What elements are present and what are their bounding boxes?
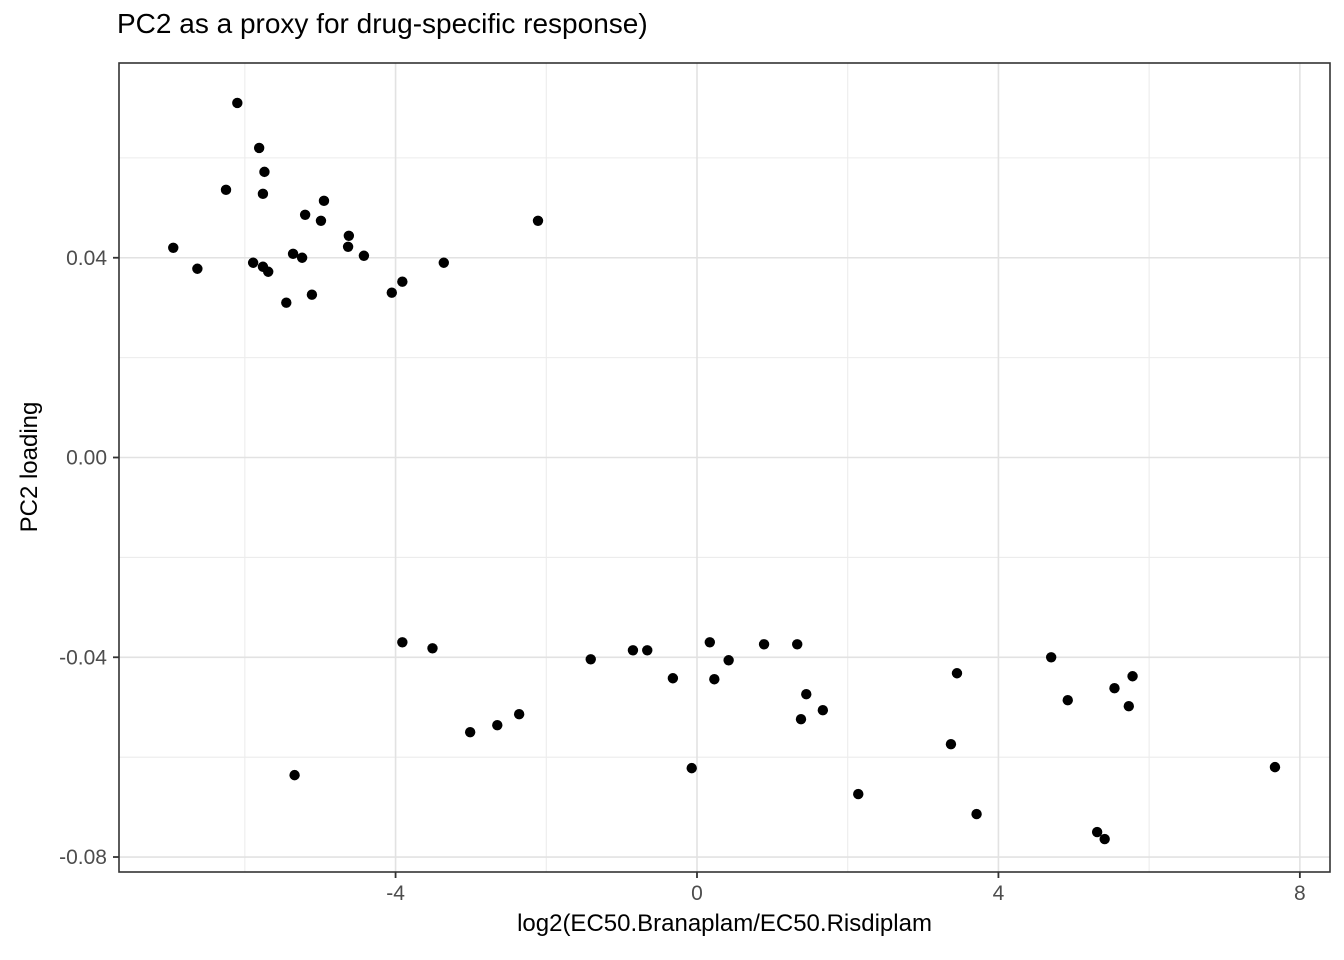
- data-point: [627, 645, 639, 656]
- data-point: [386, 287, 397, 298]
- data-point: [220, 184, 232, 196]
- data-point: [192, 263, 203, 274]
- y-axis-title: PC2 loading: [16, 401, 43, 533]
- data-point: [397, 276, 408, 287]
- data-point: [492, 719, 503, 731]
- data-point: [299, 209, 311, 221]
- data-point: [287, 248, 299, 259]
- data-point: [259, 166, 270, 178]
- data-point: [945, 738, 957, 750]
- data-point: [667, 673, 679, 684]
- x-axis-tick-label: -4: [386, 882, 405, 905]
- data-point: [853, 788, 864, 800]
- data-point: [723, 655, 734, 666]
- data-point: [792, 639, 803, 650]
- x-axis-tick-label: 8: [1294, 882, 1306, 905]
- data-point: [1091, 826, 1103, 838]
- data-point: [342, 241, 354, 252]
- data-point: [247, 257, 259, 268]
- data-point: [532, 215, 544, 227]
- data-point: [253, 142, 265, 154]
- x-axis-tick-label: 0: [691, 882, 703, 905]
- data-point: [1269, 761, 1281, 773]
- data-point: [315, 215, 327, 227]
- data-point: [1045, 652, 1057, 663]
- data-point: [1123, 701, 1134, 712]
- y-axis-tick-label: -0.04: [59, 646, 107, 669]
- data-point: [513, 708, 525, 720]
- data-point: [427, 643, 438, 654]
- data-point: [686, 762, 697, 774]
- data-point: [306, 289, 318, 300]
- data-point: [801, 689, 812, 700]
- data-point: [1099, 833, 1110, 845]
- data-point: [795, 713, 807, 725]
- y-axis-tick-label: 0.04: [66, 247, 107, 270]
- data-point: [1062, 695, 1073, 706]
- panel-border: [118, 62, 1331, 873]
- data-point: [585, 654, 596, 665]
- data-point: [296, 252, 308, 263]
- data-point: [397, 637, 408, 648]
- data-point: [318, 195, 330, 207]
- data-point: [951, 668, 963, 679]
- data-point: [464, 726, 476, 738]
- data-point: [758, 639, 770, 650]
- data-point: [1109, 683, 1120, 694]
- data-point: [232, 97, 243, 109]
- data-point: [343, 230, 355, 241]
- data-point: [358, 250, 370, 261]
- data-point: [263, 266, 274, 277]
- data-point: [704, 637, 716, 648]
- data-point: [709, 674, 720, 685]
- data-point: [168, 242, 179, 253]
- data-point: [281, 297, 292, 308]
- data-point: [817, 705, 829, 716]
- data-point: [438, 257, 449, 268]
- data-point: [289, 769, 300, 781]
- x-axis-title: log2(EC50.Branaplam/EC50.Risdiplam: [517, 910, 932, 937]
- data-point: [971, 808, 982, 820]
- data-point: [257, 188, 269, 200]
- y-axis-tick-label: -0.08: [59, 846, 107, 869]
- x-axis-tick-label: 4: [993, 882, 1005, 905]
- data-point: [642, 645, 653, 656]
- y-axis-tick-label: 0.00: [66, 447, 107, 470]
- chart-title: PC2 as a proxy for drug-specific respons…: [117, 8, 648, 39]
- data-point: [1127, 671, 1138, 682]
